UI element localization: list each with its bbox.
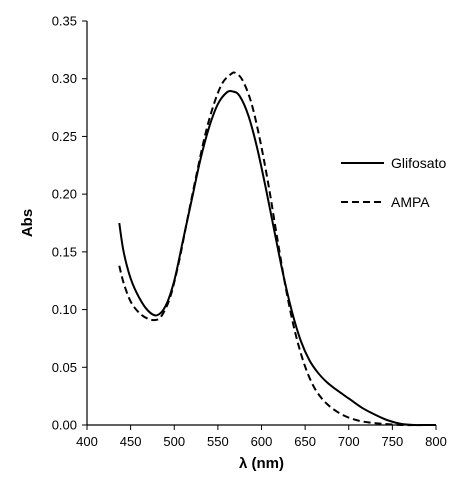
y-tick-label: 0.00 <box>52 418 77 433</box>
legend: Glifosato AMPA <box>341 155 446 210</box>
y-tick-label: 0.20 <box>52 187 77 202</box>
y-tick-label: 0.35 <box>52 14 77 29</box>
x-tick-label: 650 <box>294 434 316 449</box>
y-axis-title: Abs <box>19 209 36 237</box>
x-tick-label: 700 <box>338 434 360 449</box>
legend-label-ampa: AMPA <box>391 194 430 210</box>
x-tick-label: 550 <box>207 434 229 449</box>
series-line-ampa <box>118 71 436 427</box>
ticks-layer: 0.00 0.05 0.10 0.15 0.20 0.25 0.30 0.35 400 450 50… <box>52 14 447 450</box>
series-line-glifosato <box>118 89 436 427</box>
series-layer <box>118 71 436 427</box>
legend-label-glifosato: Glifosato <box>391 155 446 171</box>
y-tick-label: 0.10 <box>52 302 77 317</box>
x-tick-label: 450 <box>120 434 142 449</box>
y-tick-label: 0.15 <box>52 244 77 259</box>
x-tick-label: 800 <box>425 434 447 449</box>
x-tick-label: 600 <box>251 434 273 449</box>
x-tick-label: 500 <box>163 434 185 449</box>
y-tick-label: 0.30 <box>52 71 77 86</box>
axes-layer <box>86 21 436 426</box>
y-tick-label: 0.25 <box>52 129 77 144</box>
y-tick-label: 0.05 <box>52 360 77 375</box>
x-axis-title: λ (nm) <box>239 455 284 472</box>
x-tick-label: 400 <box>76 434 98 449</box>
x-tick-label: 750 <box>382 434 404 449</box>
